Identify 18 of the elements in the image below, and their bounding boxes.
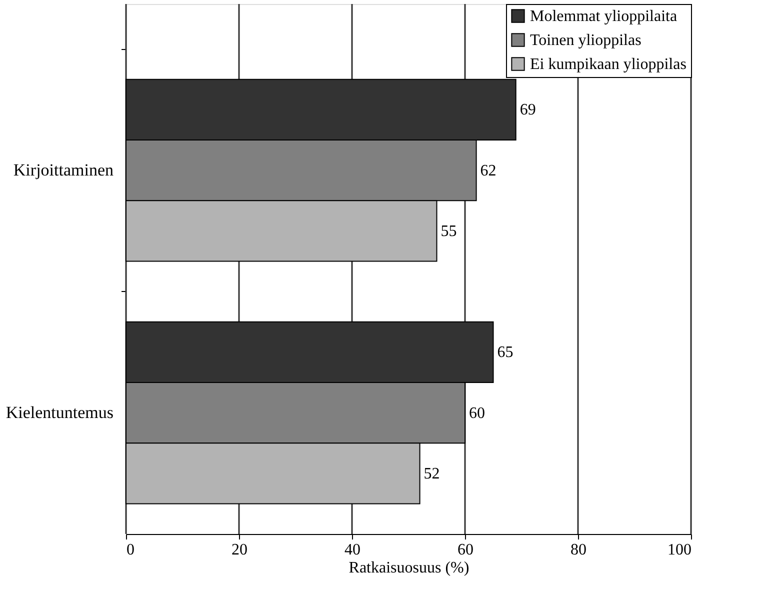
data-label: 62 xyxy=(480,162,496,180)
data-label: 55 xyxy=(440,222,457,240)
x-tick-label: 0 xyxy=(126,542,134,558)
y-tick-label: Kielentuntemus xyxy=(6,402,114,422)
data-label: 60 xyxy=(469,404,485,422)
x-tick-label: 100 xyxy=(668,542,692,558)
legend-label: Molemmat ylioppilaita xyxy=(530,8,678,25)
data-label: 65 xyxy=(497,344,514,362)
data-label: 52 xyxy=(424,465,440,482)
x-tick-label: 20 xyxy=(232,542,248,558)
legend-label: Ei kumpikaan ylioppilas xyxy=(530,56,686,73)
x-tick-label: 60 xyxy=(458,542,474,558)
x-tick-label: 80 xyxy=(570,542,586,558)
x-axis-title: Ratkaisuosuus (%) xyxy=(348,560,470,576)
legend-label: Toinen ylioppilas xyxy=(530,32,642,49)
data-label: 69 xyxy=(520,102,536,119)
x-tick-label: 40 xyxy=(344,542,360,558)
y-tick-label: Kirjoittaminen xyxy=(13,160,114,180)
